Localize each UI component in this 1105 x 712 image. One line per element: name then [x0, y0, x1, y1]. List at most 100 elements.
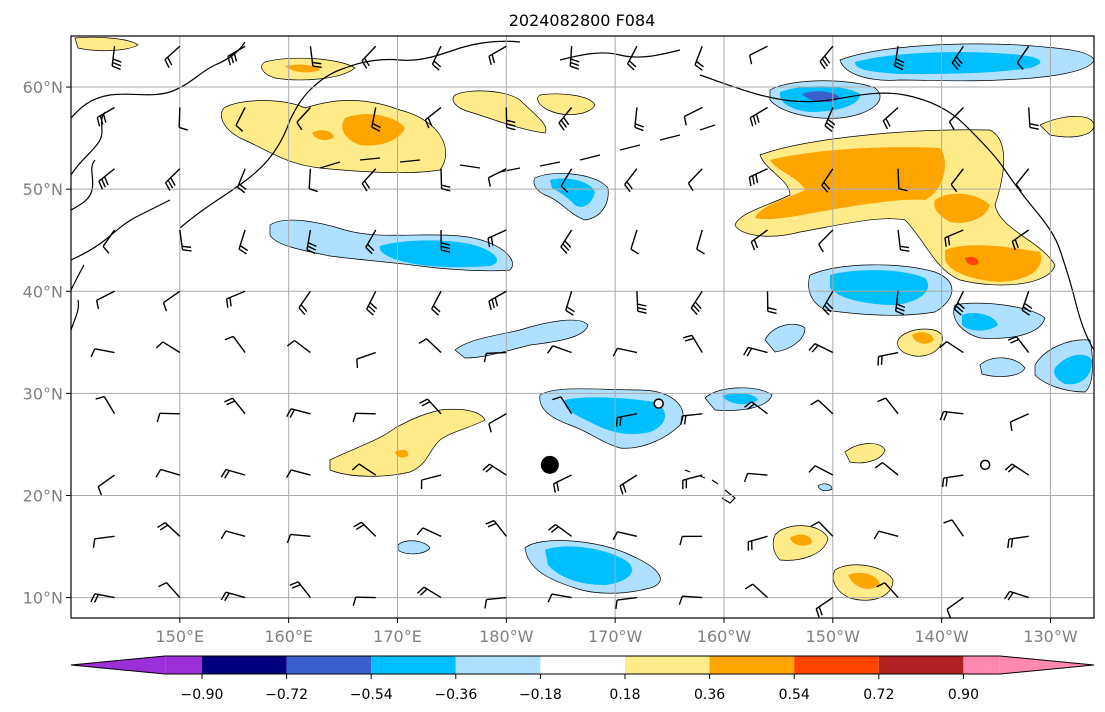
wind-barb: [220, 530, 246, 540]
wind-barb: [1011, 229, 1030, 251]
wind-barb: [111, 46, 122, 71]
wind-barb: [365, 229, 377, 255]
wind-barb: [612, 347, 638, 357]
colorbar-segment: [963, 656, 1000, 674]
lat-tick-label: 10°N: [23, 589, 63, 608]
wind-barb: [1009, 413, 1029, 432]
wind-barb: [97, 474, 115, 496]
wind-barb: [485, 519, 507, 537]
anomaly-negative-tropic-core: [545, 546, 633, 585]
wind-barb: [98, 168, 115, 190]
wind-barb: [286, 339, 311, 354]
wind-barb: [1016, 45, 1030, 70]
lon-tick-label: 180°W: [479, 627, 534, 646]
wind-barb: [815, 596, 834, 618]
wind-barb: [943, 519, 964, 537]
wind-barb: [821, 168, 834, 193]
wind-barb: [235, 107, 246, 132]
wind-barb: [1007, 535, 1029, 549]
wind-barb: [560, 229, 573, 254]
lat-tick-label: 60°N: [23, 78, 63, 97]
wind-barb: [612, 531, 638, 541]
open-circle-marker: [979, 459, 991, 471]
colorbar-segment: [709, 656, 795, 674]
anomaly-positive-east1-core: [912, 332, 934, 344]
wind-barb: [309, 46, 322, 69]
anomaly-positive-subtropical-w-core: [395, 449, 409, 458]
lon-tick-label: 150°E: [156, 627, 205, 646]
wind-barb: [92, 535, 115, 548]
wind-barb: [178, 107, 188, 131]
wind-barb: [824, 107, 836, 132]
anomaly-positive-hawaii-ne: [844, 443, 886, 464]
anomaly-positive-ne-pacific-core2: [934, 193, 990, 223]
wind-barb: [487, 229, 507, 248]
wind-barb: [953, 290, 965, 316]
wind-barb: [420, 474, 442, 490]
colorbar-tick-label: 0.36: [694, 687, 725, 703]
wind-barb: [766, 291, 777, 315]
wind-barb: [547, 593, 572, 603]
colorbar-segment: [286, 656, 372, 674]
colorbar-segment: [371, 656, 456, 674]
anomaly-negative-ca-coast-core: [962, 313, 998, 331]
anomaly-positive-ne-pacific-red: [965, 256, 979, 266]
wind-barb: [569, 46, 580, 70]
wind-barb: [431, 45, 442, 71]
colorbar-segment: [878, 656, 964, 674]
colorbar-segment: [202, 656, 287, 674]
wind-barb: [352, 412, 376, 423]
wind-barb: [1004, 463, 1030, 476]
wind-barb: [747, 535, 768, 551]
wind-barb: [946, 597, 964, 618]
wind-barb: [296, 107, 311, 131]
wind-barb: [156, 412, 180, 423]
wind-barb: [874, 462, 899, 476]
wind-barb: [687, 168, 703, 192]
lat-tick-label: 30°N: [23, 384, 63, 403]
lon-tick-label: 170°W: [588, 627, 643, 646]
wind-barb: [876, 582, 899, 599]
coastline-asia: [71, 41, 246, 331]
lon-tick-label: 170°E: [373, 627, 422, 646]
colorbar-outline: [70, 655, 1095, 675]
wind-barb: [743, 472, 768, 483]
wind-barb: [155, 341, 181, 354]
anomaly-positive-bc: [1039, 116, 1094, 138]
colorbar-tick-label: 0.90: [948, 687, 979, 703]
wind-barb: [808, 343, 834, 354]
wind-barb: [615, 596, 638, 610]
colorbar-segment: [625, 656, 710, 674]
wind-barb: [95, 395, 116, 415]
markers: [540, 398, 991, 474]
wind-barb: [418, 338, 442, 354]
wind-barb: [744, 401, 768, 415]
wind-barb: [1015, 168, 1030, 193]
wind-barb: [808, 465, 834, 476]
shading-layer: [74, 36, 1094, 601]
wind-barb: [749, 45, 768, 65]
coastline-kamchatka: [179, 67, 346, 229]
wind-barb: [352, 596, 376, 607]
wind-barb: [102, 229, 116, 254]
anomaly-positive-nw: [74, 36, 139, 52]
latitude-labels: 10°N 20°N 30°N 40°N 50°N 60°N: [23, 78, 71, 608]
figure-title: 2024082800 F084: [509, 11, 656, 30]
wind-barb: [220, 591, 246, 602]
wind-barb: [894, 291, 906, 316]
wind-barb: [356, 351, 376, 369]
lat-tick-label: 50°N: [23, 180, 63, 199]
wind-barb: [298, 290, 312, 316]
wind-barb: [488, 45, 507, 66]
wind-barb: [483, 351, 507, 363]
wind-barb: [897, 168, 908, 192]
wind-barb: [636, 291, 647, 314]
wind-barb: [944, 229, 964, 247]
wind-barb: [694, 45, 704, 71]
wind-barb: [680, 413, 703, 425]
colorbar-segment: [794, 656, 879, 674]
wind-barb: [90, 348, 115, 358]
wind-barb: [624, 168, 638, 193]
wind-barb: [819, 45, 834, 70]
wind-barb: [877, 351, 899, 366]
